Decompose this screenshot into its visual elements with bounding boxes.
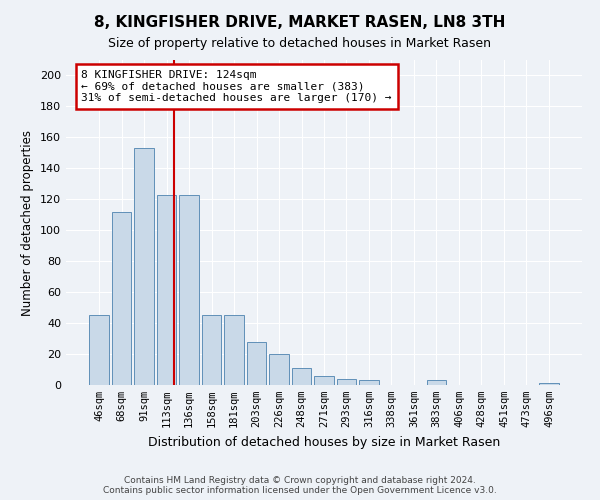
- Bar: [112, 212, 131, 385]
- Bar: [427, 380, 446, 385]
- Bar: [539, 384, 559, 385]
- Text: Size of property relative to detached houses in Market Rasen: Size of property relative to detached ho…: [109, 38, 491, 51]
- Bar: [314, 376, 334, 385]
- Y-axis label: Number of detached properties: Number of detached properties: [22, 130, 34, 316]
- Bar: [337, 379, 356, 385]
- Bar: [179, 194, 199, 385]
- Bar: [224, 316, 244, 385]
- Text: Contains HM Land Registry data © Crown copyright and database right 2024.
Contai: Contains HM Land Registry data © Crown c…: [103, 476, 497, 495]
- Bar: [134, 148, 154, 385]
- Bar: [269, 354, 289, 385]
- Bar: [202, 316, 221, 385]
- Bar: [89, 316, 109, 385]
- Text: 8, KINGFISHER DRIVE, MARKET RASEN, LN8 3TH: 8, KINGFISHER DRIVE, MARKET RASEN, LN8 3…: [94, 15, 506, 30]
- Text: 8 KINGFISHER DRIVE: 124sqm
← 69% of detached houses are smaller (383)
31% of sem: 8 KINGFISHER DRIVE: 124sqm ← 69% of deta…: [82, 70, 392, 103]
- Bar: [359, 380, 379, 385]
- X-axis label: Distribution of detached houses by size in Market Rasen: Distribution of detached houses by size …: [148, 436, 500, 448]
- Bar: [292, 368, 311, 385]
- Bar: [247, 342, 266, 385]
- Bar: [157, 194, 176, 385]
